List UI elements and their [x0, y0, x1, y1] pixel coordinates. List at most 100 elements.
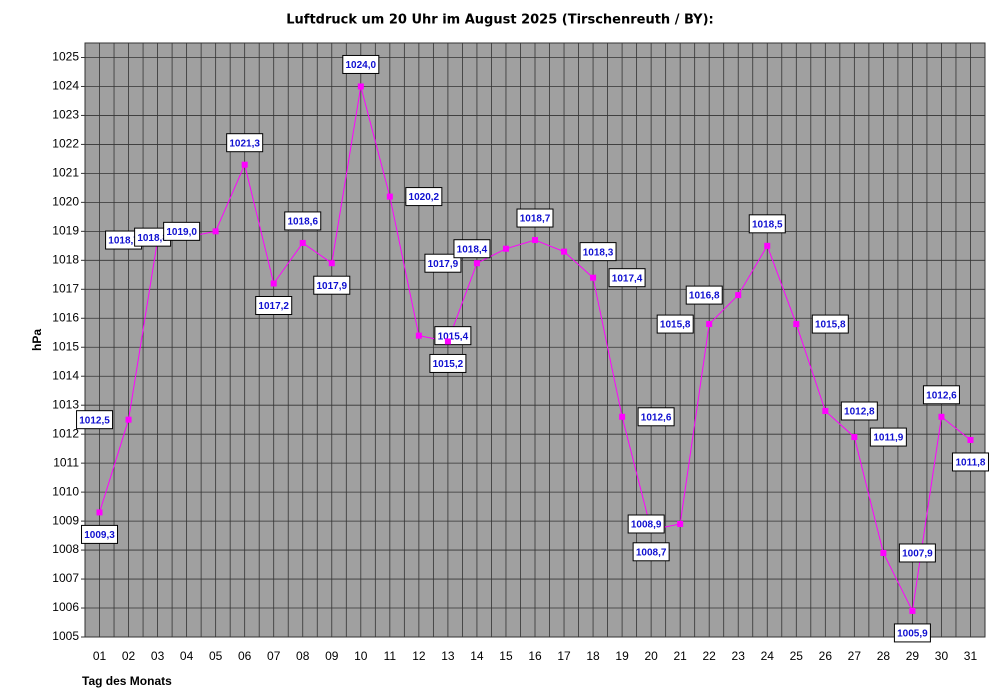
- x-tick-label: 28: [877, 649, 891, 663]
- value-label-box: 1020,2: [405, 187, 443, 207]
- chart-title: Luftdruck um 20 Uhr im August 2025 (Tirs…: [286, 13, 714, 28]
- point: [561, 248, 568, 255]
- value-label-bg: [656, 314, 694, 334]
- value-label-bg: [81, 524, 119, 544]
- value-label-box: 1011,8: [951, 452, 989, 472]
- point: [735, 292, 742, 299]
- y-tick-label: 1010: [52, 484, 79, 498]
- point: [357, 83, 364, 90]
- value-label: 1015,8: [815, 320, 846, 331]
- value-label: 1017,9: [428, 259, 459, 270]
- point: [909, 607, 916, 614]
- value-label: 1024,0: [346, 60, 377, 71]
- value-label-box: 1012,5: [76, 410, 114, 430]
- point: [386, 193, 393, 200]
- point: [444, 338, 451, 345]
- value-label: 1017,2: [258, 301, 289, 312]
- point: [502, 245, 509, 252]
- x-tick-label: 05: [209, 649, 223, 663]
- point: [590, 274, 597, 281]
- value-label-bg: [869, 427, 907, 447]
- y-tick-label: 1025: [52, 50, 79, 64]
- value-label: 1021,3: [229, 138, 260, 149]
- value-label-bg: [748, 214, 786, 234]
- value-label: 1011,9: [873, 433, 903, 444]
- point: [706, 321, 713, 328]
- x-tick-label: 04: [180, 649, 194, 663]
- value-label-box: 1012,6: [637, 407, 675, 427]
- value-label-bg: [627, 514, 665, 534]
- value-label-bg: [951, 452, 989, 472]
- x-tick-label: 29: [906, 649, 920, 663]
- y-tick-label: 1020: [52, 195, 79, 209]
- y-tick-label: 1005: [52, 629, 79, 643]
- value-label-bg: [226, 133, 264, 153]
- y-tick-label: 1007: [52, 571, 79, 585]
- x-tick-label: 06: [238, 649, 252, 663]
- x-tick-label: 10: [354, 649, 368, 663]
- value-label: 1008,9: [631, 520, 662, 531]
- x-tick-label: 13: [441, 649, 455, 663]
- y-tick-label: 1011: [53, 455, 79, 469]
- x-tick-label: 15: [499, 649, 513, 663]
- x-tick-label: 12: [412, 649, 426, 663]
- value-label: 1015,4: [438, 331, 469, 342]
- value-label-box: 1018,4: [453, 239, 491, 259]
- y-tick-label: 1013: [52, 397, 79, 411]
- y-tick-label: 1018: [52, 252, 79, 266]
- value-label-box: 1007,9: [898, 543, 936, 563]
- value-label-box: 1018,7: [105, 230, 143, 250]
- value-label-box: 1021,3: [226, 133, 264, 153]
- value-label-box: 1016,8: [685, 285, 723, 305]
- value-label-bg: [342, 54, 380, 74]
- value-label-bg: [76, 410, 114, 430]
- y-tick-label: 1009: [52, 513, 79, 527]
- value-label: 1018,7: [108, 236, 139, 247]
- value-label-box: 1015,2: [429, 353, 467, 373]
- value-label: 1019,0: [166, 227, 197, 238]
- x-tick-label: 25: [790, 649, 804, 663]
- point: [764, 242, 771, 249]
- point: [967, 436, 974, 443]
- value-label-bg: [922, 385, 960, 405]
- value-label-bg: [685, 285, 723, 305]
- value-label: 1017,9: [316, 281, 347, 292]
- value-label-bg: [284, 211, 322, 231]
- x-tick-label: 19: [615, 649, 629, 663]
- value-label: 1015,2: [433, 359, 464, 370]
- value-label-box: 1018,7: [516, 208, 554, 228]
- point: [793, 321, 800, 328]
- value-label-bg: [313, 275, 351, 295]
- point: [851, 434, 858, 441]
- x-axis-title: Tag des Monats: [82, 674, 172, 688]
- x-tick-label: 07: [267, 649, 281, 663]
- value-label-box: 1008,7: [632, 542, 670, 562]
- value-label: 1012,6: [926, 390, 957, 401]
- x-tick-label: 23: [732, 649, 746, 663]
- point: [532, 237, 538, 244]
- value-label: 1018,8: [137, 233, 168, 244]
- x-tick-label: 31: [964, 649, 978, 663]
- value-label-bg: [255, 295, 293, 315]
- point: [299, 239, 306, 246]
- value-label-box: 1017,9: [424, 253, 462, 273]
- y-tick-label: 1012: [52, 426, 79, 440]
- x-tick-label: 16: [528, 649, 542, 663]
- x-tick-label: 27: [848, 649, 862, 663]
- value-label: 1015,8: [660, 320, 691, 331]
- x-tick-label: 03: [151, 649, 165, 663]
- y-tick-label: 1006: [52, 600, 79, 614]
- value-label-box: 1024,0: [342, 54, 380, 74]
- value-label-bg: [424, 253, 462, 273]
- x-tick-label: 17: [557, 649, 571, 663]
- x-tick-label: 09: [325, 649, 339, 663]
- value-label: 1012,5: [79, 415, 110, 426]
- value-label: 1018,5: [752, 219, 783, 230]
- value-label-bg: [637, 407, 675, 427]
- value-label-box: 1012,6: [922, 385, 960, 405]
- point: [328, 260, 335, 267]
- value-label-box: 1019,0: [163, 221, 201, 241]
- y-tick-label: 1019: [52, 224, 79, 238]
- value-label: 1016,8: [689, 291, 720, 302]
- y-tick-label: 1023: [52, 108, 79, 122]
